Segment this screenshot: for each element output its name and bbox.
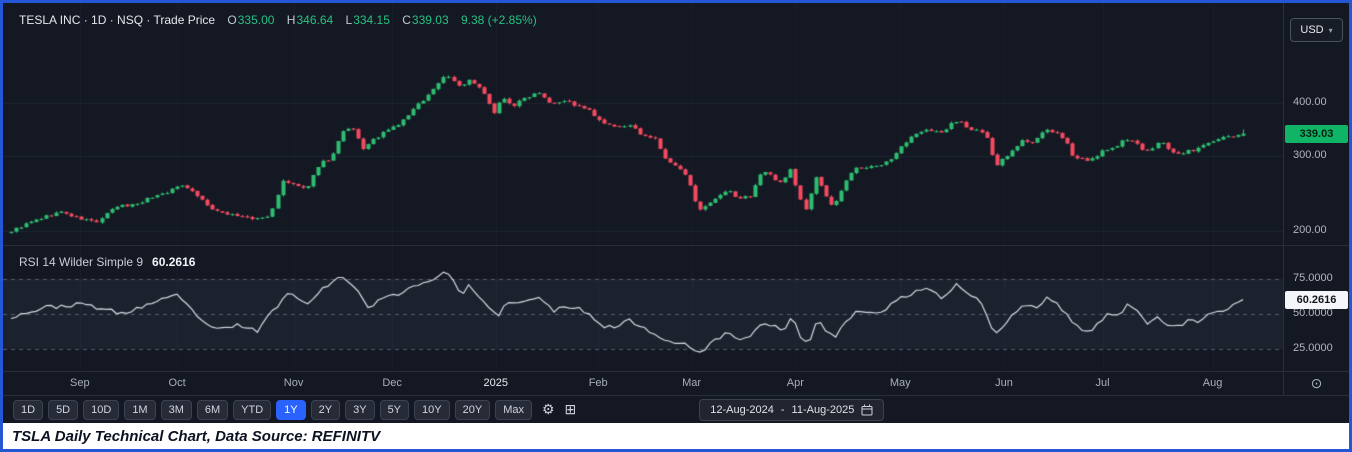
range-toolbar: 1D 5D 10D 1M 3M 6M YTD 1Y 2Y 3Y 5Y 10Y 20Y Max ⚙ ⊞ 12…: [3, 395, 1349, 423]
time-axis-label: May: [889, 377, 911, 389]
time-axis-label: Nov: [283, 377, 304, 389]
time-axis-label: Aug: [1202, 377, 1223, 389]
chevron-down-icon: ▾: [1328, 25, 1333, 35]
time-axis-label: Mar: [682, 377, 702, 389]
currency-select[interactable]: USD ▾: [1290, 18, 1343, 42]
rsi-tick: 50.0000: [1293, 307, 1333, 319]
range-button-max[interactable]: Max: [495, 399, 532, 420]
open-value: 335.00: [237, 13, 275, 27]
caption: TSLA Daily Technical Chart, Data Source:…: [3, 423, 1349, 449]
range-button-3y[interactable]: 3Y: [345, 399, 375, 420]
chart-header: TESLA INC · 1D · NSQ · Trade Price O335.…: [19, 13, 537, 27]
grid-view-icon[interactable]: ⊞: [564, 401, 577, 417]
price-tick: 200.00: [1293, 224, 1327, 236]
range-button-10d[interactable]: 10D: [83, 399, 120, 420]
last-price-badge: 339.03: [1285, 124, 1348, 143]
high-value: 346.64: [296, 13, 334, 27]
currency-label: USD: [1300, 24, 1324, 36]
price-tick: 400.00: [1293, 96, 1327, 108]
range-button-20y[interactable]: 20Y: [454, 399, 491, 420]
low-value: 334.15: [353, 13, 390, 27]
change-value: 9.38 (+2.85%): [460, 13, 537, 27]
range-button-1d[interactable]: 1D: [13, 399, 44, 420]
time-axis-label: Jul: [1095, 377, 1110, 389]
calendar-icon: [861, 404, 873, 416]
date-range-start: 12-Aug-2024: [710, 403, 774, 416]
low-label: L: [345, 13, 353, 27]
rsi-value-badge: 60.2616: [1285, 290, 1348, 309]
range-button-ytd[interactable]: YTD: [233, 399, 272, 420]
price-axis[interactable]: USD ▾ 339.03 60.2616 ⊙ 400.00 300.00 200.0…: [1283, 3, 1349, 395]
time-axis[interactable]: Sep Oct Nov Dec 2025 Feb Mar Apr May Jun Jul Aug: [3, 371, 1283, 395]
rsi-tick: 75.0000: [1293, 272, 1333, 284]
trading-chart: TESLA INC · 1D · NSQ · Trade Price O335.…: [3, 3, 1349, 423]
time-axis-separator: [3, 371, 1349, 372]
date-range-end: 11-Aug-2025: [791, 403, 855, 416]
price-rsi-canvas[interactable]: [3, 3, 1283, 371]
range-button-2y[interactable]: 2Y: [310, 399, 341, 420]
time-axis-label: Oct: [168, 377, 186, 389]
range-button-3m[interactable]: 3M: [160, 399, 192, 420]
open-label: O: [227, 13, 237, 27]
time-axis-label: Apr: [786, 377, 804, 389]
gear-icon[interactable]: ⚙: [541, 401, 555, 417]
time-axis-label: 2025: [483, 377, 509, 389]
time-axis-label: Sep: [70, 377, 90, 389]
price-tick: 300.00: [1293, 149, 1327, 162]
close-label: C: [402, 13, 411, 27]
range-button-5y[interactable]: 5Y: [379, 399, 410, 420]
range-button-1y[interactable]: 1Y: [276, 399, 306, 420]
range-button-1m[interactable]: 1M: [124, 399, 156, 420]
symbol-title: TESLA INC · 1D · NSQ · Trade Price: [19, 13, 216, 27]
time-axis-label: Feb: [588, 377, 608, 389]
high-label: H: [286, 13, 296, 27]
rsi-tick: 25.0000: [1293, 342, 1333, 354]
rsi-title: RSI 14 Wilder Simple 9: [19, 255, 144, 269]
range-button-10y[interactable]: 10Y: [414, 399, 450, 420]
date-range-picker[interactable]: 12-Aug-2024 - 11-Aug-2025: [699, 398, 885, 421]
pane-separator[interactable]: [3, 245, 1349, 246]
rsi-header: RSI 14 Wilder Simple 9 60.2616: [19, 255, 195, 269]
date-range-separator: -: [780, 403, 785, 416]
time-axis-label: Jun: [995, 377, 1013, 389]
crosshair-target-icon[interactable]: ⊙: [1310, 375, 1323, 391]
range-button-5d[interactable]: 5D: [48, 399, 79, 420]
close-value: 339.03: [411, 13, 449, 27]
range-button-group: 1D 5D 10D 1M 3M 6M YTD 1Y 2Y 3Y 5Y 10Y 20Y Max: [13, 399, 532, 420]
rsi-current-value: 60.2616: [152, 255, 196, 269]
range-button-6m[interactable]: 6M: [196, 399, 229, 420]
time-axis-label: Dec: [382, 377, 402, 389]
